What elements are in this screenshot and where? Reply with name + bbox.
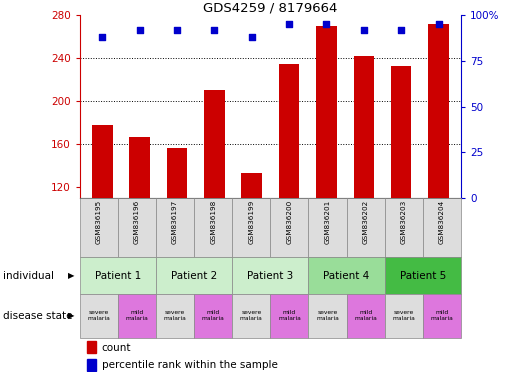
Text: severe
malaria: severe malaria: [88, 310, 110, 321]
Text: mild
malaria: mild malaria: [431, 310, 453, 321]
Bar: [232, 198, 270, 257]
Point: [248, 34, 256, 40]
Text: mild
malaria: mild malaria: [354, 310, 377, 321]
Text: severe
malaria: severe malaria: [316, 310, 339, 321]
Text: Patient 1: Patient 1: [95, 270, 141, 281]
Text: Patient 5: Patient 5: [400, 270, 446, 281]
Bar: [347, 294, 385, 338]
Bar: [391, 66, 411, 198]
Text: GSM836202: GSM836202: [363, 200, 369, 244]
Bar: [92, 125, 112, 198]
Point: [98, 34, 107, 40]
Text: mild
malaria: mild malaria: [202, 310, 225, 321]
Text: GSM836201: GSM836201: [324, 200, 331, 244]
Text: severe
malaria: severe malaria: [392, 310, 415, 321]
Text: Patient 3: Patient 3: [247, 270, 294, 281]
Point: [322, 22, 331, 28]
Bar: [232, 257, 308, 294]
Point: [173, 27, 181, 33]
Text: GSM836195: GSM836195: [96, 200, 102, 244]
Text: disease state: disease state: [3, 311, 72, 321]
Text: severe
malaria: severe malaria: [240, 310, 263, 321]
Bar: [316, 26, 337, 198]
Bar: [129, 137, 150, 198]
Bar: [423, 294, 461, 338]
Bar: [232, 294, 270, 338]
Bar: [156, 257, 232, 294]
Title: GDS4259 / 8179664: GDS4259 / 8179664: [203, 1, 337, 14]
Bar: [118, 198, 156, 257]
Text: GSM836199: GSM836199: [248, 200, 254, 244]
Bar: [353, 56, 374, 198]
Text: percentile rank within the sample: percentile rank within the sample: [101, 360, 278, 370]
Bar: [308, 257, 385, 294]
Bar: [385, 257, 461, 294]
Text: GSM836204: GSM836204: [439, 200, 445, 244]
Bar: [80, 198, 118, 257]
Point: [359, 27, 368, 33]
Bar: [308, 198, 347, 257]
Bar: [270, 294, 308, 338]
Text: Patient 4: Patient 4: [323, 270, 370, 281]
Bar: [242, 173, 262, 198]
Bar: [194, 294, 232, 338]
Bar: [80, 257, 156, 294]
Point: [434, 22, 442, 28]
Point: [285, 22, 293, 28]
Bar: [194, 198, 232, 257]
Text: ▶: ▶: [68, 311, 75, 320]
Bar: [308, 294, 347, 338]
Text: GSM836203: GSM836203: [401, 200, 407, 244]
Point: [210, 27, 218, 33]
Text: severe
malaria: severe malaria: [164, 310, 186, 321]
Bar: [88, 341, 96, 354]
Text: GSM836196: GSM836196: [134, 200, 140, 244]
Bar: [167, 148, 187, 198]
Bar: [80, 294, 118, 338]
Text: GSM836198: GSM836198: [210, 200, 216, 244]
Text: individual: individual: [3, 270, 54, 281]
Bar: [428, 24, 449, 198]
Text: mild
malaria: mild malaria: [126, 310, 148, 321]
Text: GSM836197: GSM836197: [172, 200, 178, 244]
Bar: [156, 294, 194, 338]
Bar: [204, 91, 225, 198]
Bar: [279, 64, 299, 198]
Text: GSM836200: GSM836200: [286, 200, 293, 244]
Text: mild
malaria: mild malaria: [278, 310, 301, 321]
Bar: [385, 294, 423, 338]
Bar: [385, 198, 423, 257]
Bar: [347, 198, 385, 257]
Text: count: count: [101, 343, 131, 353]
Text: ▶: ▶: [68, 271, 75, 280]
Bar: [88, 359, 96, 371]
Bar: [423, 198, 461, 257]
Point: [397, 27, 405, 33]
Bar: [270, 198, 308, 257]
Point: [135, 27, 144, 33]
Bar: [118, 294, 156, 338]
Bar: [156, 198, 194, 257]
Text: Patient 2: Patient 2: [171, 270, 217, 281]
